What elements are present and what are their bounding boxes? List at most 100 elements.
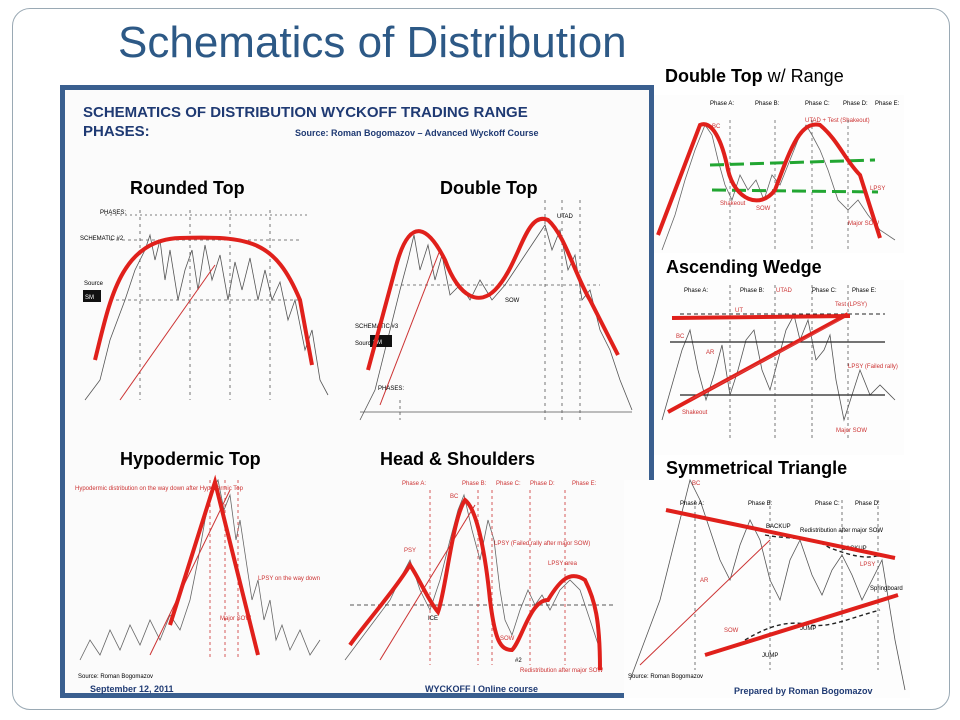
hs-phase-c: Phase C: xyxy=(496,481,521,487)
triangle-sow: SOW xyxy=(724,628,739,634)
double-top-schematic-label: SCHEMATIC #3 xyxy=(355,324,399,330)
hypodermic-red-outline xyxy=(168,474,260,656)
hs-phase-e: Phase E: xyxy=(572,481,597,487)
wedge-phase-b: Phase B: xyxy=(740,288,765,294)
ascending-wedge-panel xyxy=(654,280,904,455)
triangle-lpsy: LPSY xyxy=(860,562,875,568)
double-top-utad-label: UTAD xyxy=(557,214,574,220)
footer-author: Prepared by Roman Bogomazov xyxy=(734,686,873,696)
hs-red-outline xyxy=(348,497,602,671)
rounded-top-sm-text: SM xyxy=(85,295,94,301)
dtr-shakeout: Shakeout xyxy=(720,201,746,207)
wedge-upper-red-line xyxy=(671,314,851,320)
label-hypodermic-top: Hypodermic Top xyxy=(120,449,261,469)
hs-ice: ICE xyxy=(428,616,438,622)
head-shoulders-price-line xyxy=(344,490,615,665)
dtr-sow: SOW xyxy=(756,206,771,212)
rounded-top-price-line xyxy=(84,210,329,401)
label-head-shoulders: Head & Shoulders xyxy=(380,449,536,469)
hs-phase-a: Phase A: xyxy=(402,481,426,487)
wedge-price-line xyxy=(661,285,896,440)
triangle-springboard: Springboard xyxy=(870,586,903,592)
rounded-top-red-outline xyxy=(93,235,314,366)
dtr-phase-d: Phase D: xyxy=(843,101,868,107)
triangle-redistribution: Redistribution after major SOW xyxy=(800,528,883,534)
double-top-red-outline xyxy=(366,216,620,371)
hs-psy: PSY xyxy=(404,548,416,554)
rounded-top-source-label: Source xyxy=(84,281,104,287)
wedge-utad: UTAD xyxy=(776,288,793,294)
slide-frame xyxy=(12,8,950,710)
hypodermic-lpsy-note: LPSY on the way down xyxy=(258,576,320,582)
hypodermic-source: Source: Roman Bogomazov xyxy=(78,674,153,680)
sheet-header-line2: PHASES: xyxy=(83,123,150,140)
hs-num2: #2 xyxy=(515,658,522,664)
hypodermic-note: Hypodermic distribution on the way down … xyxy=(75,486,244,492)
triangle-phase-b: Phase B: xyxy=(748,501,773,507)
triangle-jump-2: JUMP xyxy=(762,653,778,659)
symmetrical-triangle-panel: Prepared by Roman Bogomazov xyxy=(624,480,910,698)
hs-lpsy-area: LPSY area xyxy=(548,561,578,567)
label-double-top-range-bold: Double Top xyxy=(665,66,763,86)
hs-sow: SOW xyxy=(500,636,515,642)
triangle-phase-d: Phase D: xyxy=(855,501,880,507)
dtr-green-upper xyxy=(709,158,876,167)
sheet-header-line1: SCHEMATICS OF DISTRIBUTION WYCKOFF TRADI… xyxy=(83,104,528,121)
label-symmetrical-triangle: Symmetrical Triangle xyxy=(666,458,848,478)
dtr-bc: BC xyxy=(712,124,721,130)
label-double-top-range: Double Top w/ Range xyxy=(665,66,844,87)
dtr-phase-a: Phase A: xyxy=(710,101,734,107)
triangle-ar: AR xyxy=(700,578,709,584)
dtr-lpsy: LPSY xyxy=(870,186,885,192)
rounded-top-sm-badge xyxy=(83,290,101,302)
dtr-red-outline xyxy=(656,122,882,239)
triangle-bc: BC xyxy=(692,481,701,487)
rounded-top-schematic-label: SCHEMATIC #2 xyxy=(80,236,124,242)
wedge-bc: BC xyxy=(676,334,685,340)
dtr-phase-e: Phase E: xyxy=(875,101,900,107)
hs-bc: BC xyxy=(450,494,459,500)
hs-lpsy-failed: LPSY (Failed rally after major SOW) xyxy=(494,541,590,547)
double-top-sow-label: SOW xyxy=(505,298,520,304)
label-ascending-wedge: Ascending Wedge xyxy=(666,257,822,277)
label-double-top: Double Top xyxy=(440,178,538,198)
footer-course: WYCKOFF I Online course xyxy=(425,684,539,694)
hs-phase-b: Phase B: xyxy=(462,481,487,487)
triangle-phase-a: Phase A: xyxy=(680,501,704,507)
sheet-source: Source: Roman Bogomazov – Advanced Wycko… xyxy=(295,128,539,138)
wedge-ar: AR xyxy=(706,350,715,356)
wedge-thin-trendline xyxy=(689,319,841,401)
dtr-utad-test: UTAD + Test (Shakeout) xyxy=(805,118,870,124)
hs-redistribution: Redistribution after major SOW xyxy=(520,668,603,674)
triangle-jump-1: JUMP xyxy=(800,626,816,632)
triangle-upper-red-line xyxy=(665,508,896,560)
hypodermic-major-sow: Major SOW xyxy=(220,616,251,622)
slide-title: Schematics of Distribution xyxy=(118,18,627,67)
wedge-major-sow: Major SOW xyxy=(836,428,867,434)
dtr-phase-b: Phase B: xyxy=(755,101,780,107)
triangle-phase-c: Phase C: xyxy=(815,501,840,507)
dtr-phase-c: Phase C: xyxy=(805,101,830,107)
hs-phase-d: Phase D: xyxy=(530,481,555,487)
wedge-lpsy-failed: LPSY (Failed rally) xyxy=(848,364,898,370)
triangle-price-line xyxy=(629,478,906,691)
triangle-backup-1: BACKUP xyxy=(766,524,791,530)
label-double-top-range-light: w/ Range xyxy=(762,66,844,86)
double-top-source-label: Source xyxy=(355,341,375,347)
wedge-phase-e: Phase E: xyxy=(852,288,877,294)
double-top-phases-label: PHASES: xyxy=(378,386,404,392)
dtr-price-line xyxy=(661,120,896,251)
triangle-lower-red-line xyxy=(704,593,899,657)
triangle-source: Source: Roman Bogomazov xyxy=(628,674,703,680)
label-rounded-top: Rounded Top xyxy=(130,178,245,198)
footer-date: September 12, 2011 xyxy=(90,684,174,694)
schematic-sheet: SCHEMATICS OF DISTRIBUTION WYCKOFF TRADI… xyxy=(60,85,654,698)
wedge-shakeout: Shakeout xyxy=(682,410,708,416)
